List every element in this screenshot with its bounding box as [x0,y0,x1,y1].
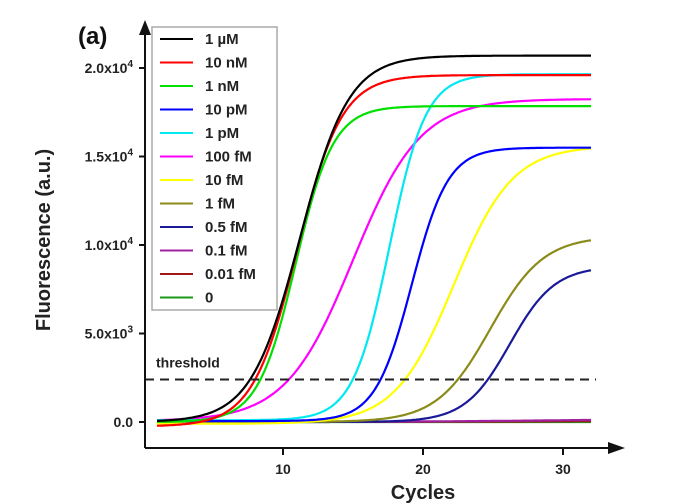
legend-label: 1 pM [205,125,239,142]
legend-label: 10 fM [205,172,243,189]
x-tick-label: 10 [275,461,291,477]
x-axis-title: Cycles [391,482,456,503]
legend-label: 0.01 fM [205,266,256,283]
x-axis-arrow-icon [608,442,625,454]
y-tick-label: 2.0x104 [85,59,134,76]
y-tick-label: 5.0x103 [85,325,134,342]
y-tick-label: 1.0x104 [85,236,134,253]
legend: 1 µM 10 nM 1 nM 10 pM 1 pM 100 fM 10 fM 1 fM 0.5… [151,26,278,311]
panel-label: (a) [78,23,107,50]
legend-box [151,26,278,311]
y-ticks: 0.0 5.0x103 1.0x104 1.5x104 2.0x104 [85,59,145,430]
series-line-1-nM [157,105,591,423]
x-tick-label: 30 [555,461,571,477]
legend-label: 1 fM [205,196,235,213]
legend-label: 100 fM [205,149,252,166]
legend-label: 1 nM [205,78,239,95]
threshold-label: threshold [156,355,220,371]
y-tick-label: 1.5x104 [85,148,134,165]
legend-label: 0 [205,290,213,307]
x-tick-label: 20 [415,461,431,477]
series-line-10-fM [157,147,592,425]
series-line-10-pM [157,146,591,423]
legend-label: 0.1 fM [205,243,248,260]
legend-label: 10 pM [205,102,248,119]
y-axis-arrow-icon [139,20,151,35]
series-line-10-nM [157,74,591,427]
y-axis-title: Fluorescence (a.u.) [33,149,55,331]
legend-label: 1 µM [205,31,239,48]
legend-label: 0.5 fM [205,219,248,236]
x-ticks: 10 20 30 [275,448,571,477]
plot-curves [156,54,592,427]
legend-label: 10 nM [205,55,248,72]
y-tick-label: 0.0 [114,414,134,430]
series-line-1-M [157,54,591,422]
